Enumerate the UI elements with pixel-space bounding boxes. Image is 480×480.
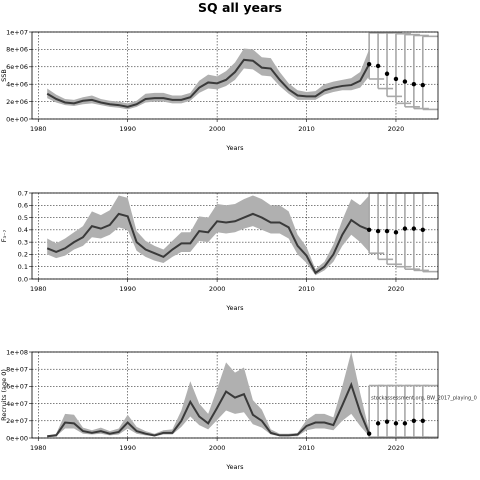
ssb-ytick-label: 8e+06 <box>6 46 28 54</box>
ssb-ytick-label: 2e+06 <box>6 98 28 106</box>
f-median-line <box>46 212 370 275</box>
f-xtick-label: 2020 <box>388 285 405 293</box>
ssb-xtick-label: 1980 <box>30 125 47 133</box>
recruits-ytick-label: 0e+00 <box>6 434 28 442</box>
recruits-forecast-point <box>384 419 390 424</box>
recruitment-panel: 0e+00 2e+07 4e+07 6e+07 8e+07 1e+08 1980 1990 20… <box>0 348 477 471</box>
ssb-ytick-label: 6e+06 <box>6 63 28 71</box>
f-forecast-point <box>375 228 381 234</box>
ssb-forecast-point <box>402 79 408 84</box>
ssb-forecast-point <box>375 63 381 69</box>
recruits-forecast-point <box>393 421 399 426</box>
ssb-xaxis-label: Years <box>225 144 244 152</box>
f-ytick-label: 0.7 <box>18 189 28 197</box>
ssb-forecast-point <box>420 82 425 88</box>
ssb-panel: 0e+00 2e+06 4e+06 6e+06 8e+06 1e+07 1980 1990 20… <box>0 28 439 152</box>
f-forecast-point <box>420 227 425 233</box>
recruits-ytick-label: 4e+07 <box>6 400 28 408</box>
ssb-forecast-point <box>384 71 390 76</box>
recruits-ytick-label: 6e+07 <box>6 383 28 391</box>
f-xtick-label: 2000 <box>209 285 226 293</box>
recruits-xtick-label: 2000 <box>209 444 226 452</box>
recruits-forecast-point <box>375 421 381 426</box>
ssb-confidence-band <box>47 48 370 110</box>
recruits-ytick-label: 1e+08 <box>6 348 28 356</box>
recruits-forecast-point <box>411 418 417 423</box>
f-plot-frame <box>31 192 439 280</box>
recruits-xtick-label: 1990 <box>119 444 136 452</box>
ssb-xtick-label: 1990 <box>119 125 136 133</box>
ssb-ytick-label: 0e+00 <box>6 115 28 123</box>
ssb-xtick-label: 2000 <box>209 125 226 133</box>
recruits-xtick-label: 1980 <box>30 444 47 452</box>
ssb-yaxis-label: SSB <box>0 69 8 82</box>
ssb-plot-frame <box>31 31 439 120</box>
recruits-plot-frame <box>31 351 439 439</box>
recruits-confidence-band <box>47 352 370 438</box>
f-forecast-point <box>384 228 390 234</box>
ssb-forecast-point <box>393 76 399 82</box>
recruits-xtick-label: 2020 <box>388 444 405 452</box>
f-forecast-point <box>402 226 408 231</box>
recruits-xaxis-label: Years <box>225 463 244 471</box>
f-ytick-label: 0.4 <box>18 226 28 234</box>
f-forecast-point <box>393 230 399 235</box>
recruits-forecast-point <box>366 431 372 436</box>
ssb-ytick-label: 4e+06 <box>6 81 28 89</box>
f-ytick-label: 0.0 <box>18 275 28 283</box>
recruits-ytick-label: 8e+07 <box>6 366 28 374</box>
f-xtick-label: 1980 <box>30 285 47 293</box>
f-yaxis-label: F₃₋₇ <box>0 229 8 242</box>
fishing-mortality-panel: 0.0 0.1 0.2 0.3 0.4 0.5 0.6 0.7 1980 1990 2000 2010… <box>0 189 439 312</box>
ssb-xtick-label: 2010 <box>298 125 315 133</box>
f-ytick-label: 0.5 <box>18 214 28 222</box>
recruits-forecast-point <box>420 418 425 423</box>
recruits-xtick-label: 2010 <box>298 444 315 452</box>
figure-title: SQ all years <box>198 0 282 15</box>
recruits-source-annotation: stockassessment.org, BW_2017_playing_0 <box>371 395 477 401</box>
ssb-xtick-label: 2020 <box>388 125 405 133</box>
f-forecast-point <box>411 226 417 231</box>
recruits-forecast-point <box>402 421 408 426</box>
ssb-ytick-label: 1e+07 <box>6 28 28 36</box>
f-ytick-label: 0.1 <box>18 263 28 271</box>
ssb-median-line <box>46 58 371 108</box>
f-ytick-label: 0.3 <box>18 238 28 246</box>
f-ytick-label: 0.6 <box>18 202 28 210</box>
recruits-median-line <box>47 381 371 438</box>
f-forecast-point <box>366 227 372 233</box>
ssb-forecast-point <box>366 61 372 67</box>
ssb-forecast-point <box>411 82 417 87</box>
f-ytick-label: 0.2 <box>18 251 28 259</box>
f-xtick-label: 1990 <box>119 285 136 293</box>
f-confidence-band <box>47 195 370 276</box>
recruits-yaxis-label: Recruits (age 0) <box>0 369 8 421</box>
recruits-ytick-label: 2e+07 <box>6 417 28 425</box>
f-xtick-label: 2010 <box>298 285 315 293</box>
f-xaxis-label: Years <box>225 304 244 312</box>
